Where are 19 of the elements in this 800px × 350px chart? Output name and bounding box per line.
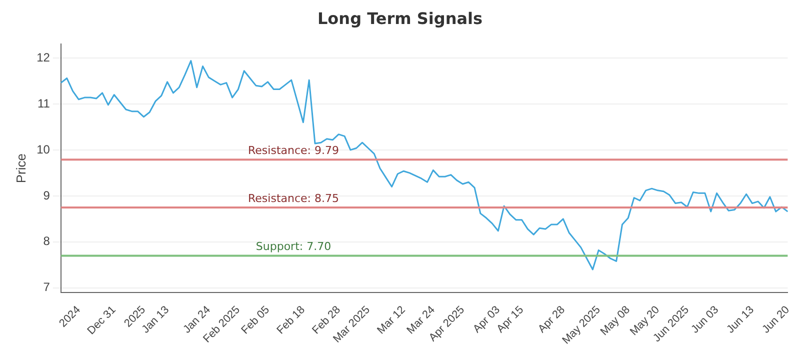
x-tick-label: Mar 12 bbox=[375, 304, 408, 337]
x-tick-label: Jun 20 bbox=[760, 304, 792, 336]
x-tick-label: Apr 28 bbox=[536, 304, 568, 336]
x-tick-label: Feb 18 bbox=[274, 304, 308, 337]
y-tick-label: 10 bbox=[36, 142, 50, 156]
ref-line-label: Resistance: 8.75 bbox=[248, 192, 339, 205]
y-tick-label: 7 bbox=[43, 280, 50, 294]
x-tick-label: Dec 31 bbox=[85, 304, 118, 338]
ref-line-label: Support: 7.70 bbox=[256, 240, 332, 254]
chart-title: Long Term Signals bbox=[316, 8, 484, 30]
y-tick-label: 8 bbox=[43, 234, 50, 248]
x-tick-label: Jun 03 bbox=[689, 304, 722, 336]
x-tick-label: Feb 05 bbox=[239, 304, 272, 337]
y-tick-label: 11 bbox=[37, 96, 50, 110]
ref-line-label: Resistance: 9.79 bbox=[248, 144, 339, 157]
y-tick-label: 12 bbox=[36, 50, 50, 64]
y-tick-label: 9 bbox=[43, 188, 50, 202]
y-axis-title: Price bbox=[13, 154, 28, 184]
x-tick-label: Jun 13 bbox=[724, 304, 756, 336]
